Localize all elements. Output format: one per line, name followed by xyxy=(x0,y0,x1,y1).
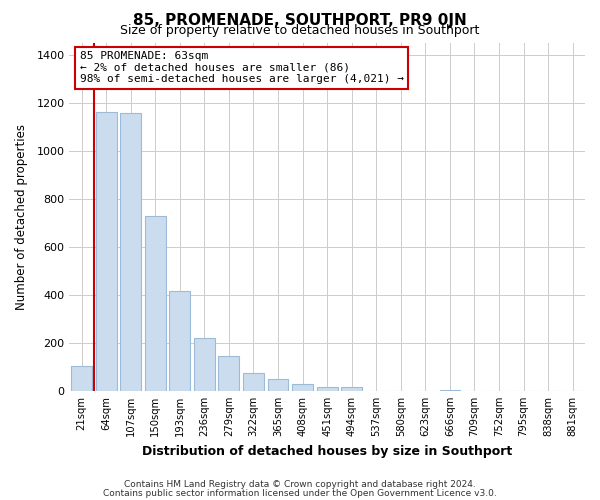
Bar xyxy=(243,373,264,391)
Text: 85 PROMENADE: 63sqm
← 2% of detached houses are smaller (86)
98% of semi-detache: 85 PROMENADE: 63sqm ← 2% of detached hou… xyxy=(80,51,404,84)
Text: 85, PROMENADE, SOUTHPORT, PR9 0JN: 85, PROMENADE, SOUTHPORT, PR9 0JN xyxy=(133,12,467,28)
Text: Contains HM Land Registry data © Crown copyright and database right 2024.: Contains HM Land Registry data © Crown c… xyxy=(124,480,476,489)
Text: Size of property relative to detached houses in Southport: Size of property relative to detached ho… xyxy=(121,24,479,37)
Bar xyxy=(71,366,92,391)
Bar xyxy=(440,390,460,391)
Bar xyxy=(194,338,215,391)
Bar xyxy=(145,216,166,391)
Bar xyxy=(169,291,190,391)
Bar xyxy=(218,356,239,391)
Bar xyxy=(120,114,141,391)
Text: Contains public sector information licensed under the Open Government Licence v3: Contains public sector information licen… xyxy=(103,488,497,498)
Bar xyxy=(341,388,362,391)
Bar xyxy=(292,384,313,391)
X-axis label: Distribution of detached houses by size in Southport: Distribution of detached houses by size … xyxy=(142,444,512,458)
Bar xyxy=(96,112,116,391)
Y-axis label: Number of detached properties: Number of detached properties xyxy=(15,124,28,310)
Bar xyxy=(268,379,289,391)
Bar xyxy=(317,388,338,391)
